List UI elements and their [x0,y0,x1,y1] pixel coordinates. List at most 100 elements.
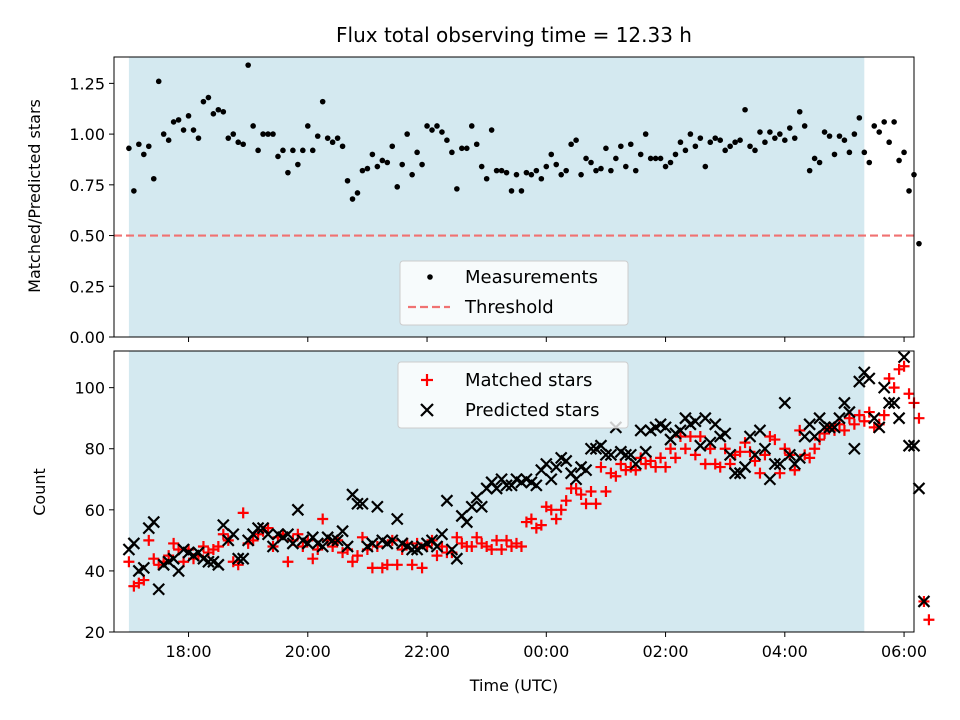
measurement-point [150,175,157,182]
top-legend-box [399,260,629,326]
bottom-y-tick-label: 40 [85,562,105,581]
measurement-point [523,169,530,176]
measurement-point [836,133,843,139]
measurement-point [737,137,743,143]
top-y-axis-label: Matched/Predicted stars [25,99,44,293]
measurement-point [583,155,589,162]
measurement-point [483,175,490,182]
measurement-point [573,137,579,143]
predicted-star-point [833,411,846,425]
matched-star-point [431,550,443,562]
matched-star-point [212,540,224,552]
bottom-legend-box [397,361,629,429]
predicted-star-point [231,552,245,565]
predicted-star-point [778,396,792,410]
measurement-point [593,167,599,174]
matched-star-point [381,559,393,571]
matched-star-point [501,534,513,546]
x-tick-label: 06:00 [881,642,927,661]
measurement-point [488,127,495,133]
measurement-point [886,139,892,146]
measurement-point [205,94,212,101]
predicted-star-point [549,460,563,474]
measurement-point [459,145,465,152]
matched-star-point [674,431,686,443]
matched-star-point [217,528,229,540]
measurement-point [165,137,172,143]
legend-matched-label: Matched stars [465,370,592,391]
predicted-star-point [475,500,488,514]
matched-star-point [570,482,582,494]
matched-star-point [525,513,537,525]
x-tick-label: 20:00 [285,642,331,661]
measurement-point [876,129,883,135]
predicted-star-point [127,537,141,550]
predicted-star-point [838,396,851,410]
predicted-star-point [366,537,379,550]
matched-star-point [684,431,696,443]
predicted-star-point [793,451,806,465]
matched-star-point [819,427,831,439]
bottom-legend: Matched stars Predicted stars [397,361,629,429]
matched-star-point [789,464,801,476]
measurement-point [155,78,162,85]
measurement-point [762,139,768,146]
measurement-point [369,151,376,158]
measurement-point [136,141,142,148]
predicted-star-point [912,482,926,495]
predicted-star-point [887,396,901,410]
measurement-point [568,141,574,148]
predicted-star-point [823,421,836,434]
measurement-point [280,147,286,154]
bottom-y-ticks: 20 40 60 80 100 [74,379,114,642]
measurement-point [265,131,271,137]
predicted-star-point [748,448,762,462]
measurement-point [160,131,167,137]
matched-star-point [486,544,498,556]
measurement-point [637,151,644,158]
predicted-star-point [758,442,772,456]
measurement-point [126,145,132,152]
measurement-point [275,153,281,160]
bottom-panel: 20 40 60 80 100 18:00 20:00 22:00 00:00 02:00 04:… [30,350,935,695]
matched-star-point [491,534,503,546]
measurement-point [230,131,237,137]
measurement-point [712,135,719,141]
matched-star-point [843,412,855,424]
predicted-star-point [783,448,797,462]
measurement-point [344,177,351,184]
matched-star-point [923,614,935,626]
matched-star-point [838,424,850,436]
measurement-point [752,147,758,154]
predicted-star-point [445,543,459,556]
measurement-point [339,143,346,150]
measurement-point [682,147,689,154]
predicted-star-point [212,558,225,572]
matched-star-point [168,537,180,549]
matched-star-point [555,504,567,516]
measurement-point [300,147,306,154]
matched-star-point [297,540,309,552]
measurement-point [131,188,137,194]
legend-measurements-marker [427,274,433,280]
predicted-star-point [798,430,811,443]
measurement-point [608,167,614,174]
measurement-point [319,98,326,105]
measurement-point [871,123,878,129]
measurement-point [145,143,152,150]
measurement-point [324,135,331,141]
matched-star-point [660,461,672,473]
matched-star-point [669,452,681,464]
measurement-point [767,129,773,135]
measurement-point [295,161,301,168]
matched-star-point [550,513,562,525]
predicted-star-point [430,540,444,553]
predicted-star-point [848,442,861,456]
matched-star-point [600,486,612,497]
predicted-star-point [624,448,638,462]
measurement-point [821,129,828,135]
matched-star-point [366,562,378,574]
bottom-x-ticks: 18:00 20:00 22:00 00:00 02:00 04:00 06:00 [165,632,927,661]
measurement-point [757,129,763,135]
measurement-point [786,125,793,131]
